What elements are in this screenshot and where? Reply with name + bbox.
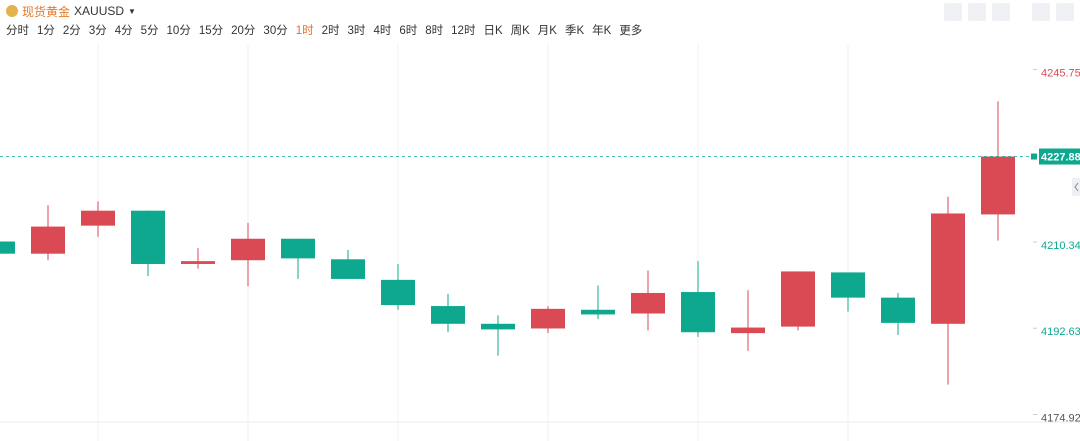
tool-icon[interactable] xyxy=(1032,3,1050,21)
y-tick-label: 4174.92 xyxy=(1041,412,1080,424)
tool-icons xyxy=(944,3,1074,21)
interval[interactable]: 10分 xyxy=(166,25,191,37)
candle-body xyxy=(81,210,115,226)
candle-body xyxy=(381,279,415,306)
toolbar: 现货黄金 XAUUSD ▼ 分时 1分 2分 3分 4分 5分 10分 15分 20分 30分 1时… xyxy=(6,2,642,40)
tool-icon[interactable] xyxy=(1056,3,1074,21)
candle-body xyxy=(581,309,615,315)
candle-body xyxy=(681,292,715,333)
tool-icon[interactable] xyxy=(968,3,986,21)
y-tick-label: 4192.63 xyxy=(1041,326,1080,338)
interval[interactable]: 15分 xyxy=(198,25,224,37)
interval[interactable]: 3分 xyxy=(88,25,107,37)
candle-body xyxy=(431,306,465,324)
interval[interactable]: 2时 xyxy=(321,25,340,37)
title[interactable]: 现货黄金 xyxy=(22,4,71,19)
grid xyxy=(97,44,849,441)
candle-body xyxy=(781,271,815,327)
collapse-icon xyxy=(1074,182,1079,192)
interval[interactable]: 周K xyxy=(510,25,530,37)
last-price-tag xyxy=(1039,148,1080,165)
tool-icon[interactable] xyxy=(992,3,1010,21)
y-tick-label: 4245.75 xyxy=(1041,67,1080,79)
interval[interactable]: 年K xyxy=(592,25,612,37)
candle-body xyxy=(481,323,515,330)
interval[interactable]: 1时 xyxy=(295,25,314,37)
logo xyxy=(6,5,18,17)
symbol[interactable]: XAUUSD xyxy=(74,4,125,18)
candle-body xyxy=(531,308,565,329)
interval[interactable]: 20分 xyxy=(231,25,256,37)
candle-body xyxy=(981,156,1015,215)
interval[interactable]: 日K xyxy=(483,25,503,37)
last-price-marker xyxy=(1031,153,1037,160)
interval[interactable]: 3时 xyxy=(347,25,366,37)
tool-icon[interactable] xyxy=(944,3,962,21)
interval[interactable]: 30分 xyxy=(263,25,288,37)
interval[interactable]: 更多 xyxy=(619,25,643,37)
last-price-label: 4227.88 xyxy=(1041,151,1080,163)
candle-body xyxy=(631,292,665,314)
interval[interactable]: 2分 xyxy=(62,25,81,37)
candle-body xyxy=(131,210,165,264)
interval[interactable]: 4分 xyxy=(114,25,133,37)
candle-body xyxy=(931,213,965,324)
candle-body xyxy=(31,226,65,254)
dropdown-arrow[interactable]: ▼ xyxy=(128,6,136,16)
candle-body xyxy=(831,272,865,298)
interval[interactable]: 12时 xyxy=(451,25,476,37)
interval-bar: 分时 1分 2分 3分 4分 5分 10分 15分 20分 30分 1时 2时 3时 4时 6时 8时 12时日… xyxy=(6,20,642,40)
candle-body xyxy=(281,238,315,259)
interval[interactable]: 4时 xyxy=(373,25,392,37)
candle-body xyxy=(881,297,915,323)
interval[interactable]: 6时 xyxy=(399,25,418,37)
candle-body xyxy=(0,241,15,254)
candle-body xyxy=(331,259,365,279)
interval[interactable]: 5分 xyxy=(140,25,159,37)
symbol-row: 现货黄金 XAUUSD ▼ xyxy=(6,2,642,20)
candle-body xyxy=(731,327,765,334)
interval[interactable]: 分时 xyxy=(6,25,29,37)
interval[interactable]: 1分 xyxy=(37,25,55,37)
interval[interactable]: 月K xyxy=(537,25,557,37)
interval[interactable]: 8时 xyxy=(425,25,444,37)
interval[interactable]: 季K xyxy=(564,25,585,37)
candle-body xyxy=(231,238,265,261)
collapse-tab[interactable] xyxy=(1072,178,1080,196)
y-tick-label: 4210.34 xyxy=(1041,240,1080,252)
candle-body xyxy=(181,261,215,264)
